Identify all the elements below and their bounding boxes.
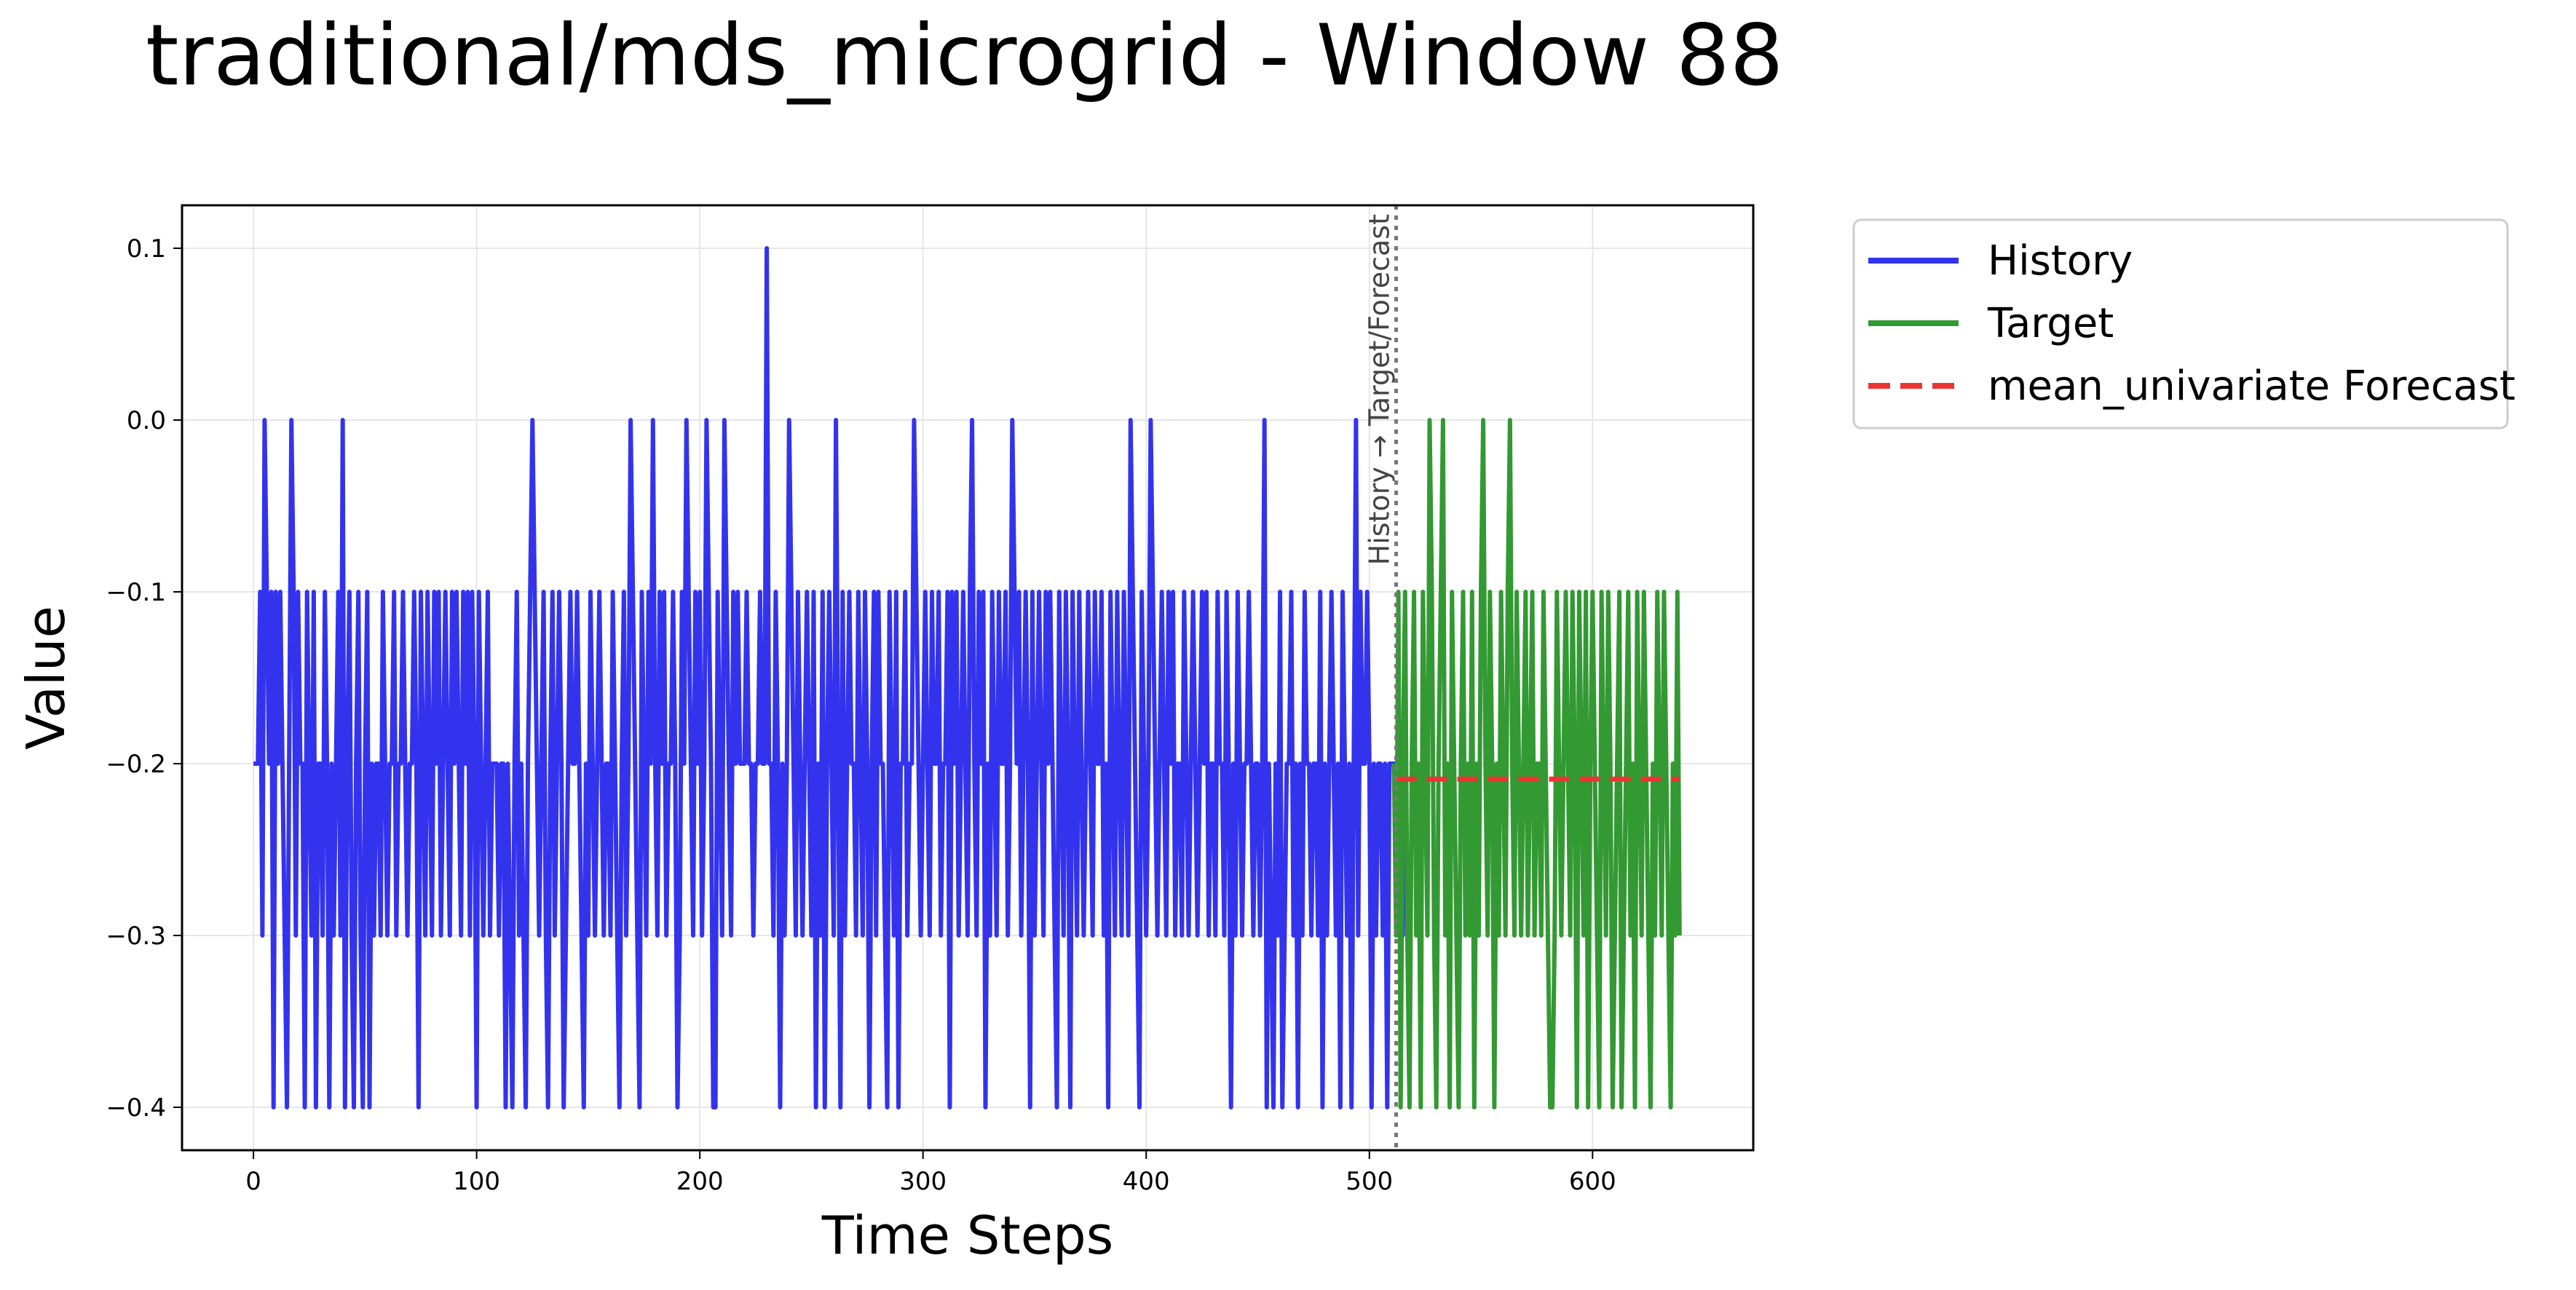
y-tick-label: −0.2 — [106, 750, 166, 779]
y-axis-label: Value — [15, 606, 76, 750]
series-layer — [253, 246, 1682, 1109]
y-tick-label: −0.1 — [106, 578, 166, 607]
y-tick-label: −0.4 — [106, 1093, 166, 1123]
legend-forecast-label: mean_univariate Forecast — [1988, 363, 2516, 410]
y-tick-label: 0.0 — [127, 406, 166, 435]
series-line-history — [253, 246, 1407, 1109]
x-tick-label: 200 — [676, 1167, 724, 1196]
y-axis-ticks: 0.1 0.0 −0.1 −0.2 −0.3 −0.4 — [106, 234, 182, 1123]
y-tick-label: 0.1 — [127, 234, 166, 264]
x-axis-label: Time Steps — [821, 1205, 1114, 1266]
x-tick-label: 0 — [245, 1167, 261, 1196]
y-tick-label: −0.3 — [106, 922, 166, 951]
divider: History → Target/Forecast — [1364, 205, 1399, 1150]
legend-history-label: History — [1988, 237, 2133, 285]
chart-title: traditional/mds_microgrid - Window 88 — [146, 7, 1784, 105]
series-line-target — [1391, 418, 1682, 1109]
divider-label: History → Target/Forecast — [1364, 214, 1396, 565]
legend-box — [1852, 218, 2509, 430]
legend-target-label: Target — [1987, 300, 2114, 347]
x-tick-label: 100 — [453, 1167, 500, 1196]
legend: History Target mean_univariate Forecast — [1852, 218, 2516, 430]
x-tick-label: 300 — [899, 1167, 947, 1196]
x-axis-ticks: 0 100 200 300 400 500 600 — [245, 1150, 1616, 1196]
x-tick-label: 400 — [1123, 1167, 1170, 1196]
x-tick-label: 500 — [1346, 1167, 1393, 1196]
plot-frame — [181, 204, 1755, 1152]
x-tick-label: 600 — [1569, 1167, 1616, 1196]
